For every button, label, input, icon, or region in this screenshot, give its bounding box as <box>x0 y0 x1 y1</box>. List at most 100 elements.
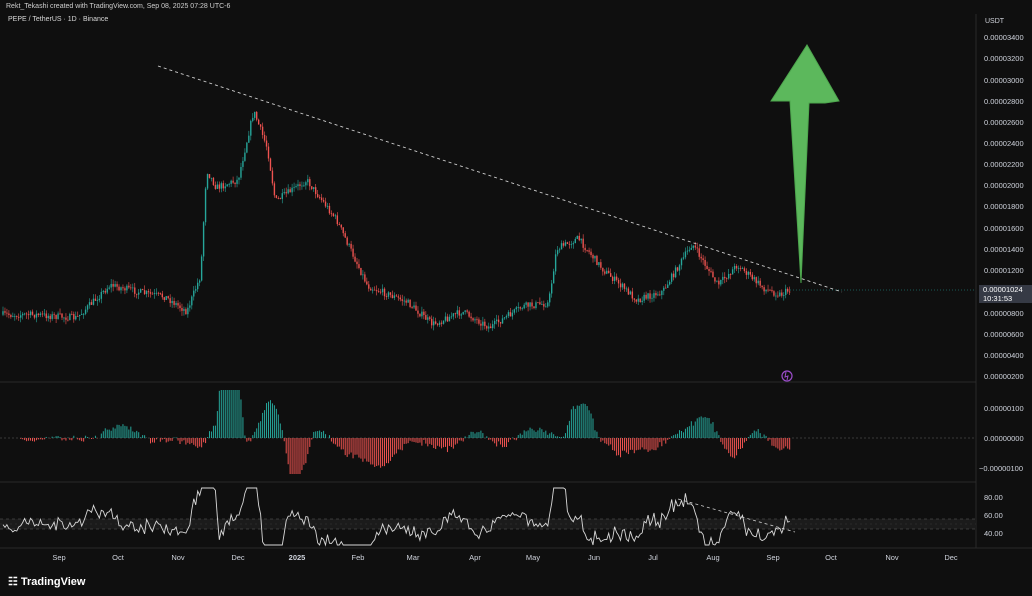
rsi-trendline <box>677 498 796 533</box>
candle-body <box>421 311 423 317</box>
candle-body <box>627 288 630 295</box>
candle-body <box>702 258 704 261</box>
candle-body <box>43 313 45 315</box>
candle-body <box>346 237 348 245</box>
candle-body <box>729 273 732 275</box>
candle-body <box>39 313 42 316</box>
candle-body <box>576 235 578 239</box>
candle-body <box>751 274 753 280</box>
candle-body <box>623 283 626 289</box>
candle-body <box>49 315 51 319</box>
candle-body <box>37 313 40 316</box>
candle-body <box>446 316 449 322</box>
candle-body <box>124 288 126 291</box>
candle-body <box>136 293 138 295</box>
candle-body <box>431 318 433 326</box>
candle-body <box>285 192 287 194</box>
rsi-line <box>2 487 790 547</box>
candle-body <box>316 194 319 198</box>
candle-body <box>12 316 14 317</box>
candle-body <box>126 285 128 291</box>
candle-body <box>574 238 576 244</box>
candle-body <box>499 322 502 324</box>
candle-body <box>234 182 236 184</box>
candle-body <box>413 305 415 308</box>
candle-body <box>45 313 47 319</box>
candle-body <box>191 296 193 306</box>
candle-body <box>88 302 91 306</box>
candle-body <box>307 179 309 183</box>
symbol-title[interactable]: PEPE / TetherUS · 1D · Binance <box>8 16 109 23</box>
candle-body <box>737 267 740 269</box>
candle-body <box>706 265 708 270</box>
candle-body <box>552 271 555 284</box>
candle-body <box>761 285 763 288</box>
candle-body <box>759 280 761 286</box>
candle-body <box>328 205 331 214</box>
candle-body <box>464 310 466 312</box>
candle-body <box>423 311 425 316</box>
time-axis-label: Nov <box>885 553 899 562</box>
price-axis-label: 0.00001600 <box>984 224 1024 233</box>
candle-body <box>197 282 199 290</box>
time-axis-label: Oct <box>112 553 125 562</box>
candle-body <box>535 302 537 308</box>
candle-body <box>59 313 61 315</box>
candle-body <box>434 321 437 324</box>
candle-body <box>372 289 374 291</box>
candle-body <box>267 146 270 159</box>
candle-body <box>210 177 213 179</box>
candle-body <box>395 295 398 297</box>
candle-body <box>613 276 616 281</box>
candle-body <box>187 307 189 315</box>
candle-body <box>621 283 624 288</box>
candle-body <box>696 247 698 249</box>
candle-body <box>682 257 685 259</box>
candle-body <box>222 183 224 189</box>
candle-body <box>259 124 262 127</box>
candle-body <box>240 166 242 178</box>
candle-body <box>749 271 752 275</box>
candle-body <box>560 243 563 250</box>
candle-body <box>525 302 527 305</box>
candle-body <box>419 313 421 317</box>
candle-body <box>322 200 325 202</box>
candle-body <box>4 311 6 313</box>
candle-body <box>216 184 219 189</box>
candle-body <box>551 283 553 294</box>
time-axis-label: Aug <box>706 553 719 562</box>
candle-body <box>716 280 718 282</box>
candle-body <box>236 179 238 184</box>
tradingview-logo[interactable]: ☷ TradingView <box>8 575 85 588</box>
currency-label[interactable]: USDT <box>985 18 1005 25</box>
candle-body <box>769 289 771 291</box>
candle-body <box>128 285 130 288</box>
candle-body <box>20 315 22 318</box>
candle-body <box>712 271 714 278</box>
candle-body <box>529 302 531 307</box>
candle-body <box>399 297 401 300</box>
candle-body <box>444 316 447 321</box>
candle-body <box>663 287 665 291</box>
candle-body <box>558 249 561 251</box>
candle-body <box>228 183 230 185</box>
candle-body <box>598 262 600 266</box>
candle-body <box>157 292 160 294</box>
candle-body <box>165 296 167 301</box>
candle-body <box>47 315 49 319</box>
candle-body <box>389 292 392 295</box>
macd-histogram <box>20 390 791 474</box>
time-axis-label: Jul <box>648 553 658 562</box>
candle-body <box>299 184 301 186</box>
candle-body <box>84 309 87 314</box>
candle-body <box>79 314 81 317</box>
up-arrow <box>770 44 840 284</box>
candle-body <box>141 289 144 291</box>
candle-body <box>155 292 158 294</box>
candle-body <box>275 195 278 198</box>
candle-body <box>173 301 175 305</box>
candle-body <box>263 134 266 141</box>
candle-body <box>448 316 451 322</box>
candle-body <box>438 322 441 325</box>
